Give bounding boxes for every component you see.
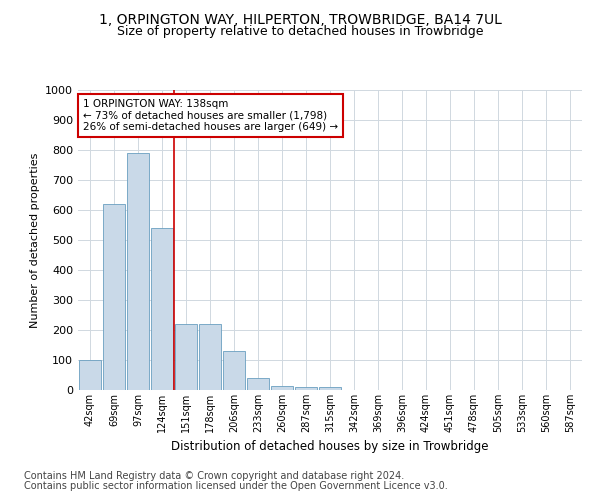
Bar: [103, 204, 125, 390]
Bar: [127, 153, 149, 390]
Bar: [247, 378, 269, 390]
Bar: [319, 387, 341, 390]
Text: Contains public sector information licensed under the Open Government Licence v3: Contains public sector information licen…: [24, 481, 448, 491]
Bar: [79, 360, 101, 390]
X-axis label: Distribution of detached houses by size in Trowbridge: Distribution of detached houses by size …: [171, 440, 489, 454]
Text: 1, ORPINGTON WAY, HILPERTON, TROWBRIDGE, BA14 7UL: 1, ORPINGTON WAY, HILPERTON, TROWBRIDGE,…: [98, 12, 502, 26]
Text: 1 ORPINGTON WAY: 138sqm
← 73% of detached houses are smaller (1,798)
26% of semi: 1 ORPINGTON WAY: 138sqm ← 73% of detache…: [83, 99, 338, 132]
Text: Contains HM Land Registry data © Crown copyright and database right 2024.: Contains HM Land Registry data © Crown c…: [24, 471, 404, 481]
Bar: [199, 324, 221, 390]
Bar: [271, 386, 293, 390]
Bar: [151, 228, 173, 390]
Bar: [295, 387, 317, 390]
Bar: [175, 324, 197, 390]
Text: Size of property relative to detached houses in Trowbridge: Size of property relative to detached ho…: [117, 25, 483, 38]
Bar: [223, 351, 245, 390]
Y-axis label: Number of detached properties: Number of detached properties: [29, 152, 40, 328]
